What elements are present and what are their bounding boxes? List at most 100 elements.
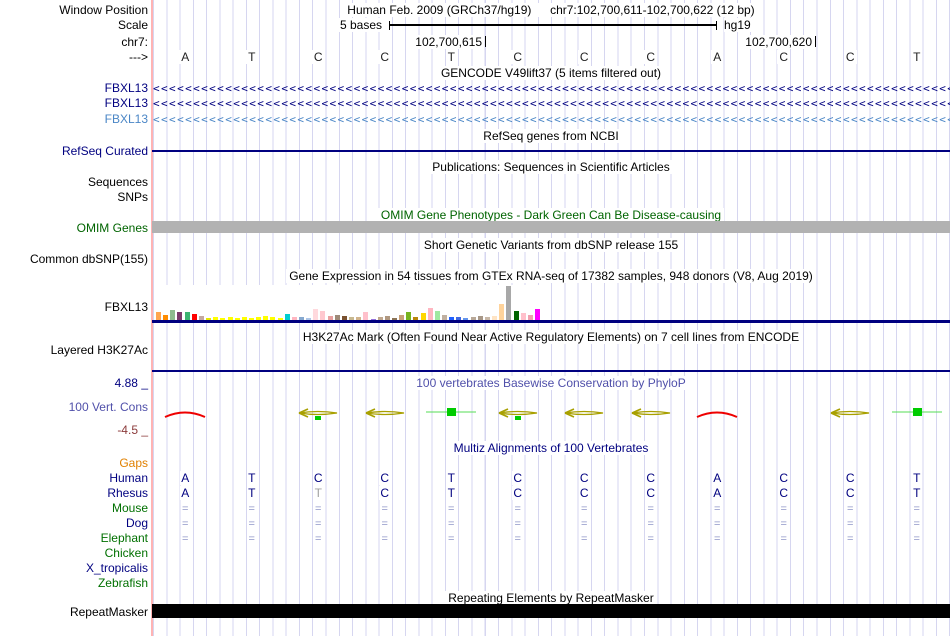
- gene-track-fbxl13-2[interactable]: <<<<<<<<<<<<<<<<<<<<<<<<<<<<<<<<<<<<<<<<…: [153, 98, 950, 110]
- gtex-bar[interactable]: [163, 315, 169, 321]
- label-layered-h3k27ac[interactable]: Layered H3K27Ac: [0, 343, 148, 357]
- gtex-bar[interactable]: [306, 318, 312, 321]
- label-species-zebrafish[interactable]: Zebrafish: [0, 576, 148, 590]
- multiz-row-dog[interactable]: = = = = = = = = = = = =: [152, 516, 950, 530]
- multiz-cell: =: [447, 503, 456, 515]
- label-sequences[interactable]: Sequences: [0, 175, 148, 189]
- label-species-rhesus[interactable]: Rhesus: [0, 486, 148, 500]
- gtex-bar[interactable]: [198, 316, 204, 321]
- gtex-bar[interactable]: [170, 310, 176, 321]
- gtex-bar[interactable]: [206, 318, 212, 321]
- label-gene-fbxl13-2[interactable]: FBXL13: [0, 96, 148, 110]
- repeatmasker-track[interactable]: [152, 604, 950, 618]
- gtex-expression-chart[interactable]: [155, 285, 544, 321]
- gtex-bar[interactable]: [263, 316, 269, 321]
- gtex-bar[interactable]: [506, 286, 512, 321]
- gtex-bar[interactable]: [484, 317, 490, 321]
- gtex-bar[interactable]: [320, 311, 326, 321]
- gtex-bar[interactable]: [334, 315, 340, 321]
- label-refseq-curated[interactable]: RefSeq Curated: [0, 144, 148, 158]
- gtex-bar[interactable]: [449, 317, 455, 321]
- gene-track-fbxl13-3[interactable]: <<<<<<<<<<<<<<<<<<<<<<<<<<<<<<<<<<<<<<<<…: [153, 114, 950, 126]
- label-gene-fbxl13-3[interactable]: FBXL13: [0, 112, 148, 126]
- label-snps[interactable]: SNPs: [0, 190, 148, 204]
- gtex-bar[interactable]: [191, 314, 197, 321]
- gtex-bar[interactable]: [499, 304, 505, 321]
- label-cons-track[interactable]: 100 Vert. Cons: [0, 400, 148, 414]
- gtex-bar[interactable]: [284, 314, 290, 321]
- gtex-bar[interactable]: [456, 317, 462, 321]
- multiz-cell: =: [380, 503, 389, 515]
- gtex-bar[interactable]: [220, 318, 226, 321]
- label-species-gaps[interactable]: Gaps: [0, 456, 148, 470]
- gtex-bar[interactable]: [384, 316, 390, 321]
- label-gtex-gene[interactable]: FBXL13: [0, 300, 148, 314]
- gtex-bar[interactable]: [442, 315, 447, 321]
- multiz-row-elephant[interactable]: = = = = = = = = = = = =: [152, 531, 950, 545]
- gtex-bar[interactable]: [270, 317, 276, 321]
- gtex-bar[interactable]: [413, 317, 419, 321]
- gtex-bar[interactable]: [420, 313, 426, 321]
- gtex-bar[interactable]: [299, 317, 304, 321]
- multiz-row-mouse[interactable]: = = = = = = = = = = = =: [152, 501, 950, 515]
- gtex-bar[interactable]: [291, 317, 297, 321]
- gtex-bar[interactable]: [213, 317, 219, 321]
- gtex-bar[interactable]: [463, 318, 469, 321]
- gtex-bar[interactable]: [156, 312, 161, 321]
- gtex-bar[interactable]: [256, 317, 262, 321]
- gene-track-fbxl13-1[interactable]: <<<<<<<<<<<<<<<<<<<<<<<<<<<<<<<<<<<<<<<<…: [153, 83, 950, 95]
- gtex-bar[interactable]: [177, 312, 183, 321]
- gtex-bar[interactable]: [313, 309, 319, 321]
- gtex-bar[interactable]: [356, 317, 362, 321]
- h3k27ac-track[interactable]: [152, 370, 950, 372]
- gtex-bar[interactable]: [427, 308, 433, 321]
- gtex-bar[interactable]: [248, 318, 254, 321]
- label-omim-genes[interactable]: OMIM Genes: [0, 221, 148, 235]
- ruler-base: A: [711, 50, 724, 64]
- gtex-bar[interactable]: [341, 316, 347, 321]
- label-species-human[interactable]: Human: [0, 471, 148, 485]
- label-species-chicken[interactable]: Chicken: [0, 546, 148, 560]
- refseq-curated-track[interactable]: [152, 150, 950, 152]
- label-repeatmasker[interactable]: RepeatMasker: [0, 605, 148, 619]
- gtex-bar[interactable]: [399, 315, 405, 321]
- label-strand-direction[interactable]: --->: [0, 50, 148, 64]
- gtex-bar[interactable]: [391, 318, 397, 321]
- multiz-cell: =: [513, 518, 522, 530]
- omim-genes-track[interactable]: [152, 221, 950, 233]
- conservation-track[interactable]: [152, 403, 950, 425]
- multiz-cell: =: [779, 533, 788, 545]
- gtex-bar[interactable]: [470, 317, 476, 321]
- gtex-bar[interactable]: [277, 318, 283, 321]
- multiz-cell: =: [912, 533, 921, 545]
- gtex-bar[interactable]: [234, 318, 240, 321]
- multiz-cell: C: [778, 486, 790, 500]
- multiz-cell: A: [180, 486, 191, 500]
- label-species-dog[interactable]: Dog: [0, 516, 148, 530]
- gtex-bar[interactable]: [434, 311, 440, 321]
- gtex-bar[interactable]: [227, 317, 233, 321]
- gtex-bar[interactable]: [520, 313, 526, 321]
- label-gene-fbxl13-1[interactable]: FBXL13: [0, 81, 148, 95]
- label-species-elephant[interactable]: Elephant: [0, 531, 148, 545]
- gtex-bar[interactable]: [327, 316, 333, 321]
- gtex-bar[interactable]: [406, 312, 412, 321]
- gtex-bar[interactable]: [534, 309, 540, 321]
- gtex-bar[interactable]: [527, 315, 533, 321]
- label-common-dbsnp[interactable]: Common dbSNP(155): [0, 252, 148, 266]
- gtex-bar[interactable]: [363, 312, 369, 321]
- gtex-bar[interactable]: [184, 312, 190, 321]
- gtex-bar[interactable]: [513, 311, 519, 321]
- gtex-bar[interactable]: [241, 317, 247, 321]
- coord-left: 102,700,615: [414, 35, 483, 49]
- gtex-bar[interactable]: [349, 317, 355, 321]
- label-species-mouse[interactable]: Mouse: [0, 501, 148, 515]
- gtex-bar[interactable]: [477, 316, 483, 321]
- multiz-cell: =: [314, 533, 323, 545]
- label-species-x_tropicalis[interactable]: X_tropicalis: [0, 561, 148, 575]
- multiz-cell: =: [513, 533, 522, 545]
- gtex-bar[interactable]: [377, 317, 383, 321]
- gtex-bar[interactable]: [492, 316, 498, 321]
